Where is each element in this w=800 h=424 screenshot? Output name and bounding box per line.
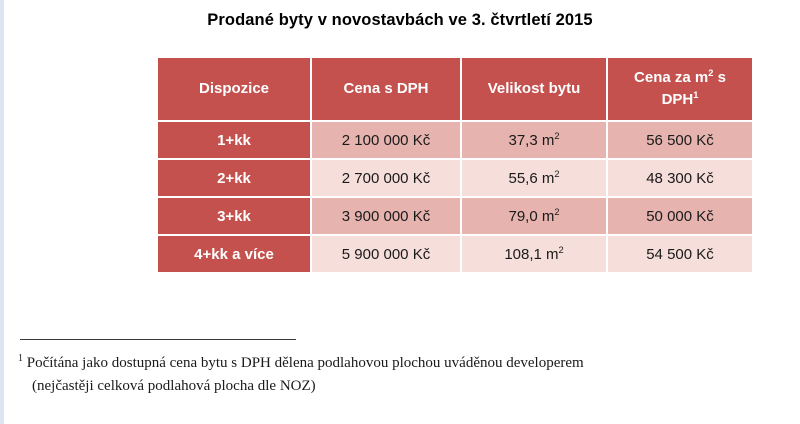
cell-velikost-bytu: 79,0 m2 bbox=[462, 198, 606, 234]
superscript-two: 2 bbox=[558, 244, 564, 255]
cell-velikost-bytu: 55,6 m2 bbox=[462, 160, 606, 196]
cell-cena-s-dph: 2 100 000 Kč bbox=[312, 122, 460, 158]
footnote-text: 1 Počítána jako dostupná cena bytu s DPH… bbox=[18, 352, 778, 399]
superscript-two: 2 bbox=[554, 168, 560, 179]
footnote-divider bbox=[20, 339, 296, 340]
cell-cena-s-dph: 3 900 000 Kč bbox=[312, 198, 460, 234]
cell-dispozice: 1+kk bbox=[158, 122, 310, 158]
cell-dispozice: 2+kk bbox=[158, 160, 310, 196]
column-header-cena-s-dph: Cena s DPH bbox=[312, 58, 460, 120]
cell-cena-s-dph: 2 700 000 Kč bbox=[312, 160, 460, 196]
column-header-line2: DPH bbox=[661, 91, 694, 108]
cell-velikost-bytu: 37,3 m2 bbox=[462, 122, 606, 158]
cell-velikost-value: 55,6 m bbox=[508, 169, 555, 187]
cell-cena-za-m2: 56 500 Kč bbox=[608, 122, 752, 158]
superscript-two: 2 bbox=[554, 130, 560, 141]
column-header-velikost-bytu: Velikost bytu bbox=[462, 58, 606, 120]
cell-dispozice: 4+kk a více bbox=[158, 236, 310, 272]
footnote-marker: 1 bbox=[18, 353, 23, 364]
column-header-line1-mid: s bbox=[713, 69, 726, 87]
apartments-table: Dispozice Cena s DPH Velikost bytu Cena … bbox=[156, 56, 754, 274]
cell-velikost-value: 79,0 m bbox=[508, 207, 555, 225]
table-header: Dispozice Cena s DPH Velikost bytu Cena … bbox=[158, 58, 752, 120]
cell-velikost-value: 37,3 m bbox=[508, 131, 555, 149]
table-row: 3+kk 3 900 000 Kč 79,0 m2 50 000 Kč bbox=[158, 198, 752, 234]
column-header-dispozice: Dispozice bbox=[158, 58, 310, 120]
footnote-reference-marker: 1 bbox=[693, 90, 699, 100]
column-header-line1-pre: Cena za m bbox=[634, 69, 709, 87]
cell-velikost-bytu: 108,1 m2 bbox=[462, 236, 606, 272]
cell-velikost-value: 108,1 m bbox=[504, 245, 559, 263]
cell-cena-za-m2: 48 300 Kč bbox=[608, 160, 752, 196]
footnote-line-1: Počítána jako dostupná cena bytu s DPH d… bbox=[23, 355, 584, 371]
cell-cena-za-m2: 54 500 Kč bbox=[608, 236, 752, 272]
apartments-table-container: Dispozice Cena s DPH Velikost bytu Cena … bbox=[156, 56, 752, 274]
table-header-row: Dispozice Cena s DPH Velikost bytu Cena … bbox=[158, 58, 752, 120]
table-row: 2+kk 2 700 000 Kč 55,6 m2 48 300 Kč bbox=[158, 160, 752, 196]
table-row: 4+kk a více 5 900 000 Kč 108,1 m2 54 500… bbox=[158, 236, 752, 272]
slide-edge-strip bbox=[0, 0, 4, 424]
table-body: 1+kk 2 100 000 Kč 37,3 m2 56 500 Kč 2+kk… bbox=[158, 122, 752, 272]
page-title: Prodané byty v novostavbách ve 3. čtvrtl… bbox=[207, 11, 593, 29]
footnote-line-2: (nejčastěji celková podlahová plocha dle… bbox=[32, 378, 316, 395]
cell-cena-s-dph: 5 900 000 Kč bbox=[312, 236, 460, 272]
cell-cena-za-m2: 50 000 Kč bbox=[608, 198, 752, 234]
superscript-two: 2 bbox=[554, 206, 560, 217]
column-header-cena-za-m2-s-dph: Cena za m2 s DPH1 bbox=[608, 58, 752, 120]
table-row: 1+kk 2 100 000 Kč 37,3 m2 56 500 Kč bbox=[158, 122, 752, 158]
superscript-two: 2 bbox=[708, 68, 714, 79]
cell-dispozice: 3+kk bbox=[158, 198, 310, 234]
